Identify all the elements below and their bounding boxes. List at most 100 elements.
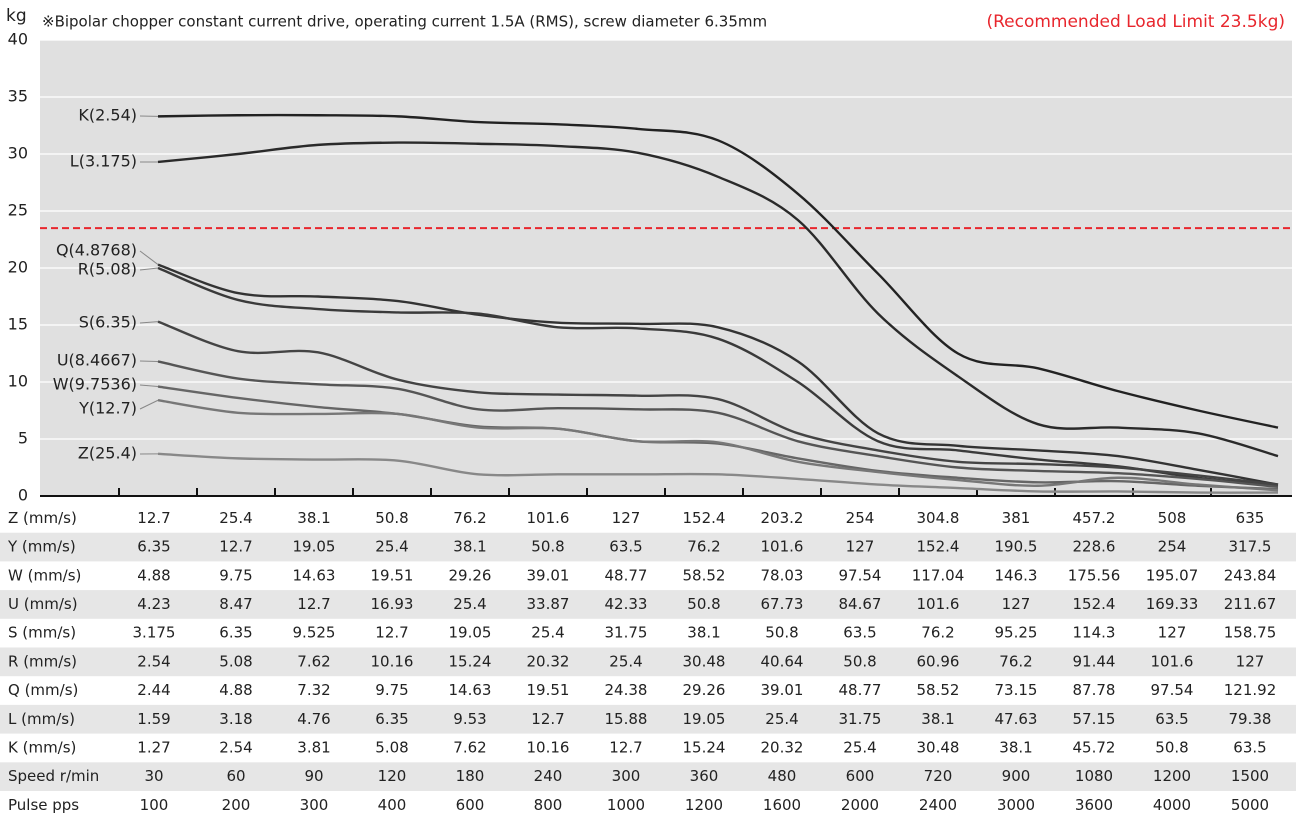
cell: 203.2 [761, 509, 804, 527]
cell: 38.1 [453, 538, 486, 556]
y-tick-label: 5 [18, 429, 28, 448]
cell: 121.92 [1224, 681, 1277, 699]
y-tick-label: 30 [8, 144, 28, 163]
cell: 200 [222, 796, 251, 814]
cell: 720 [924, 767, 953, 785]
cell: 48.77 [839, 681, 882, 699]
row-band [0, 704, 1296, 734]
cell: 50.8 [687, 595, 720, 613]
cell: 101.6 [527, 509, 570, 527]
cell: 38.1 [921, 710, 954, 728]
cell: 38.1 [297, 509, 330, 527]
row-label: W (mm/s) [8, 566, 81, 584]
row-band [0, 762, 1296, 791]
series-line [157, 141, 1279, 458]
cell: 152.4 [917, 538, 960, 556]
cell: 40.64 [761, 652, 804, 670]
cell: 9.75 [375, 681, 408, 699]
series-line [157, 113, 1279, 429]
cell: 635 [1236, 509, 1265, 527]
cell: 9.53 [453, 710, 486, 728]
cell: 146.3 [995, 566, 1038, 584]
series-label: K(2.54) [78, 106, 137, 125]
cell: 1.59 [137, 710, 170, 728]
cell: 3.175 [133, 624, 176, 642]
cell: 127 [1002, 595, 1031, 613]
cell: 60 [226, 767, 245, 785]
cell: 29.26 [683, 681, 726, 699]
row-label: K (mm/s) [8, 738, 76, 756]
cell: 180 [456, 767, 485, 785]
cell: 29.26 [449, 566, 492, 584]
cell: 120 [378, 767, 407, 785]
cell: 101.6 [1151, 652, 1194, 670]
cell: 6.35 [219, 624, 252, 642]
row-label: Y (mm/s) [7, 538, 76, 556]
cell: 16.93 [371, 595, 414, 613]
cell: 12.7 [375, 624, 408, 642]
cell: 95.25 [995, 624, 1038, 642]
cell: 169.33 [1146, 595, 1199, 613]
cell: 101.6 [917, 595, 960, 613]
cell: 76.2 [921, 624, 954, 642]
series-label: U(8.4667) [57, 351, 137, 370]
cell: 10.16 [371, 652, 414, 670]
series-label: W(9.7536) [53, 375, 137, 394]
y-tick-label: 40 [8, 30, 28, 49]
cell: 73.15 [995, 681, 1038, 699]
cell: 76.2 [453, 509, 486, 527]
series-label: Q(4.8768) [56, 241, 137, 260]
cell: 8.47 [219, 595, 252, 613]
leader-line [139, 267, 159, 271]
cell: 4.88 [219, 681, 252, 699]
cell: 4.23 [137, 595, 170, 613]
cell: 195.07 [1146, 566, 1199, 584]
cell: 78.03 [761, 566, 804, 584]
cell: 1.27 [137, 738, 170, 756]
cell: 254 [1158, 538, 1187, 556]
cell: 457.2 [1073, 509, 1116, 527]
y-axis-label: kg [6, 6, 27, 26]
cell: 90 [304, 767, 323, 785]
cell: 50.8 [531, 538, 564, 556]
cell: 19.05 [449, 624, 492, 642]
cell: 19.51 [527, 681, 570, 699]
cell: 9.75 [219, 566, 252, 584]
cell: 50.8 [1155, 738, 1188, 756]
cell: 25.4 [375, 538, 408, 556]
cell: 39.01 [527, 566, 570, 584]
cell: 175.56 [1068, 566, 1121, 584]
row-label: S (mm/s) [8, 624, 76, 642]
cell: 127 [1158, 624, 1187, 642]
cell: 76.2 [687, 538, 720, 556]
row-band [0, 532, 1296, 562]
cell: 63.5 [1155, 710, 1188, 728]
cell: 5.08 [219, 652, 252, 670]
cell: 33.87 [527, 595, 570, 613]
cell: 317.5 [1229, 538, 1272, 556]
cell: 14.63 [449, 681, 492, 699]
cell: 63.5 [1233, 738, 1266, 756]
series-line [157, 266, 1279, 487]
cell: 5000 [1231, 796, 1269, 814]
cell: 300 [300, 796, 329, 814]
cell: 24.38 [605, 681, 648, 699]
row-band [0, 647, 1296, 677]
y-tick-label: 10 [8, 372, 28, 391]
cell: 25.4 [609, 652, 642, 670]
cell: 114.3 [1073, 624, 1116, 642]
series-line [157, 399, 1279, 492]
cell: 15.88 [605, 710, 648, 728]
cell: 12.7 [531, 710, 564, 728]
cell: 3000 [997, 796, 1035, 814]
row-label: R (mm/s) [8, 652, 77, 670]
cell: 1500 [1231, 767, 1269, 785]
cell: 1200 [1153, 767, 1191, 785]
cell: 2.44 [137, 681, 170, 699]
chart-title: ※Bipolar chopper constant current drive,… [42, 13, 767, 31]
cell: 58.52 [917, 681, 960, 699]
cell: 9.525 [293, 624, 336, 642]
cell: 31.75 [839, 710, 882, 728]
row-label: U (mm/s) [8, 595, 78, 613]
cell: 63.5 [609, 538, 642, 556]
